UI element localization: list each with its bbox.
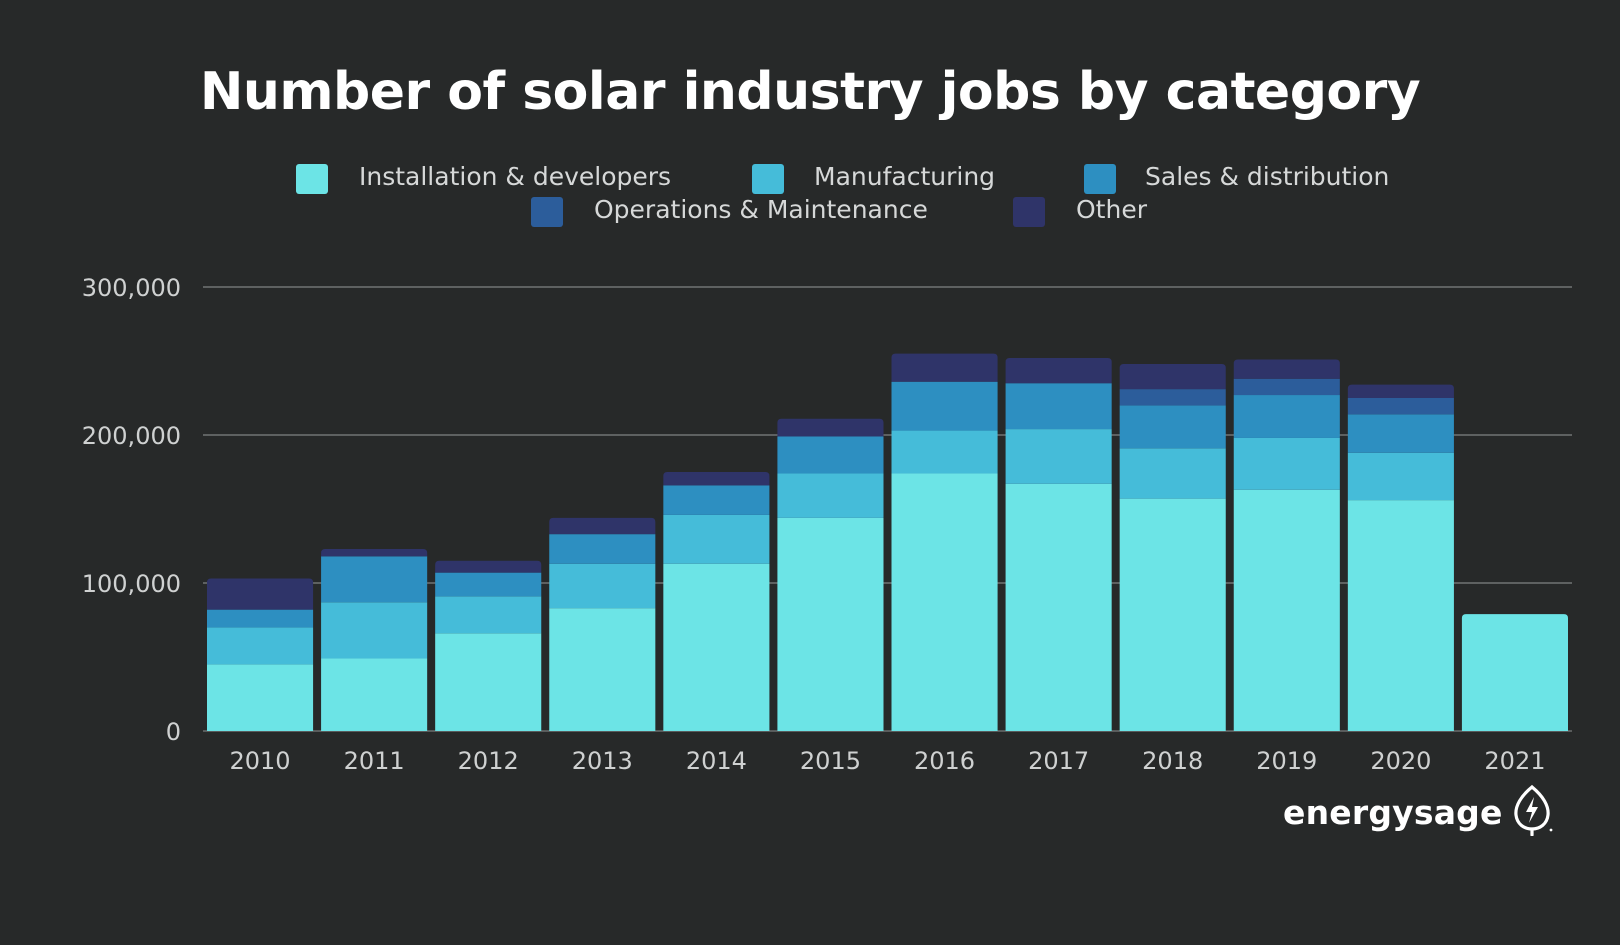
- bar-2011-sales-distribution[interactable]: [321, 556, 428, 603]
- bar-2012-other[interactable]: [435, 560, 542, 573]
- bar-2017-manufacturing[interactable]: [1005, 429, 1112, 484]
- bar-2015-manufacturing[interactable]: [777, 473, 884, 518]
- bar-2013-other[interactable]: [549, 517, 656, 535]
- x-tick-label-2010: 2010: [230, 747, 291, 775]
- x-tick-label-2021: 2021: [1484, 747, 1545, 775]
- bars: [207, 353, 1568, 731]
- legend-item-other[interactable]: Other: [1013, 195, 1147, 228]
- energysage-logo: energysage: [1283, 784, 1553, 836]
- gridlines: [203, 286, 1572, 732]
- legend-label-manufacturing: Manufacturing: [814, 162, 996, 191]
- bar-2015-other[interactable]: [777, 418, 884, 437]
- bar-2018-manufacturing[interactable]: [1119, 448, 1226, 499]
- bar-2015-installation-developers[interactable]: [777, 517, 884, 731]
- bar-2013-installation-developers[interactable]: [549, 608, 656, 731]
- bar-2017-installation-developers[interactable]: [1005, 483, 1112, 731]
- bar-2010-manufacturing[interactable]: [207, 627, 314, 665]
- bar-2014-manufacturing[interactable]: [663, 514, 770, 564]
- bar-2016-installation-developers[interactable]: [891, 473, 998, 731]
- bar-2019-operations-maintenance[interactable]: [1233, 378, 1340, 396]
- bar-2010-installation-developers[interactable]: [207, 664, 314, 731]
- y-tick-label-200000: 200,000: [82, 422, 181, 450]
- legend-item-sales[interactable]: Sales & distribution: [1084, 162, 1389, 195]
- bar-2011-installation-developers[interactable]: [321, 658, 428, 731]
- bar-2016-other[interactable]: [891, 353, 998, 382]
- bar-2021-installation-developers[interactable]: [1461, 614, 1568, 731]
- bar-2020-sales-distribution[interactable]: [1347, 414, 1454, 453]
- bar-2019-installation-developers[interactable]: [1233, 489, 1340, 731]
- legend-label-installation: Installation & developers: [359, 162, 672, 191]
- legend-label-operations: Operations & Maintenance: [594, 195, 928, 224]
- x-tick-label-2016: 2016: [914, 747, 975, 775]
- x-tick-label-2019: 2019: [1256, 747, 1317, 775]
- x-axis: 2010 2011 2012 2013 2014 2015 2016 2017 …: [230, 747, 1546, 775]
- x-tick-label-2011: 2011: [344, 747, 405, 775]
- bar-2010-sales-distribution[interactable]: [207, 609, 314, 628]
- bar-2014-installation-developers[interactable]: [663, 563, 770, 731]
- x-tick-label-2013: 2013: [572, 747, 633, 775]
- y-tick-label-0: 0: [166, 718, 181, 746]
- bar-2012-installation-developers[interactable]: [435, 633, 542, 731]
- bar-2016-sales-distribution[interactable]: [891, 381, 998, 431]
- bar-2015-sales-distribution[interactable]: [777, 436, 884, 474]
- bar-2020-manufacturing[interactable]: [1347, 452, 1454, 501]
- bar-2018-installation-developers[interactable]: [1119, 498, 1226, 731]
- bar-2013-sales-distribution[interactable]: [549, 534, 656, 564]
- y-tick-label-300000: 300,000: [82, 274, 181, 302]
- bar-2012-manufacturing[interactable]: [435, 596, 542, 634]
- bar-2019-manufacturing[interactable]: [1233, 437, 1340, 490]
- bar-2019-sales-distribution[interactable]: [1233, 395, 1340, 438]
- x-tick-label-2012: 2012: [458, 747, 519, 775]
- bar-2018-sales-distribution[interactable]: [1119, 405, 1226, 449]
- legend-label-sales: Sales & distribution: [1145, 162, 1390, 191]
- y-tick-label-100000: 100,000: [82, 570, 181, 598]
- x-tick-label-2015: 2015: [800, 747, 861, 775]
- bar-2010-other[interactable]: [207, 578, 314, 610]
- legend-swatch-manufacturing: [752, 164, 784, 194]
- bar-2014-sales-distribution[interactable]: [663, 485, 770, 515]
- legend-label-other: Other: [1076, 195, 1147, 224]
- legend-swatch-sales: [1084, 164, 1116, 194]
- bar-2013-manufacturing[interactable]: [549, 563, 656, 609]
- x-tick-label-2018: 2018: [1142, 747, 1203, 775]
- bar-2017-other[interactable]: [1005, 358, 1112, 384]
- bar-2014-other[interactable]: [663, 472, 770, 486]
- legend-item-manufacturing[interactable]: Manufacturing: [752, 162, 995, 195]
- bar-2020-other[interactable]: [1347, 384, 1454, 398]
- bar-2017-sales-distribution[interactable]: [1005, 383, 1112, 430]
- bar-2018-operations-maintenance[interactable]: [1119, 389, 1226, 406]
- legend-item-installation[interactable]: Installation & developers: [296, 162, 671, 195]
- x-tick-label-2014: 2014: [686, 747, 747, 775]
- bar-2011-other[interactable]: [321, 548, 428, 557]
- brand-name: energysage: [1283, 792, 1503, 832]
- leaf-bolt-icon: [1513, 784, 1552, 836]
- bar-2011-manufacturing[interactable]: [321, 602, 428, 659]
- bar-2020-installation-developers[interactable]: [1347, 500, 1454, 731]
- chart-title: Number of solar industry jobs by categor…: [199, 62, 1421, 122]
- x-tick-label-2020: 2020: [1370, 747, 1431, 775]
- bar-2012-sales-distribution[interactable]: [435, 572, 542, 597]
- legend-swatch-installation: [296, 164, 328, 194]
- bar-2018-other[interactable]: [1119, 363, 1226, 390]
- y-axis: 0 100,000 200,000 300,000: [82, 274, 181, 746]
- legend-item-operations[interactable]: Operations & Maintenance: [531, 195, 928, 228]
- legend-swatch-other: [1013, 197, 1045, 227]
- bar-2016-manufacturing[interactable]: [891, 430, 998, 474]
- bar-2020-operations-maintenance[interactable]: [1347, 398, 1454, 415]
- legend-swatch-operations: [531, 197, 563, 227]
- x-tick-label-2017: 2017: [1028, 747, 1089, 775]
- bar-2019-other[interactable]: [1233, 359, 1340, 379]
